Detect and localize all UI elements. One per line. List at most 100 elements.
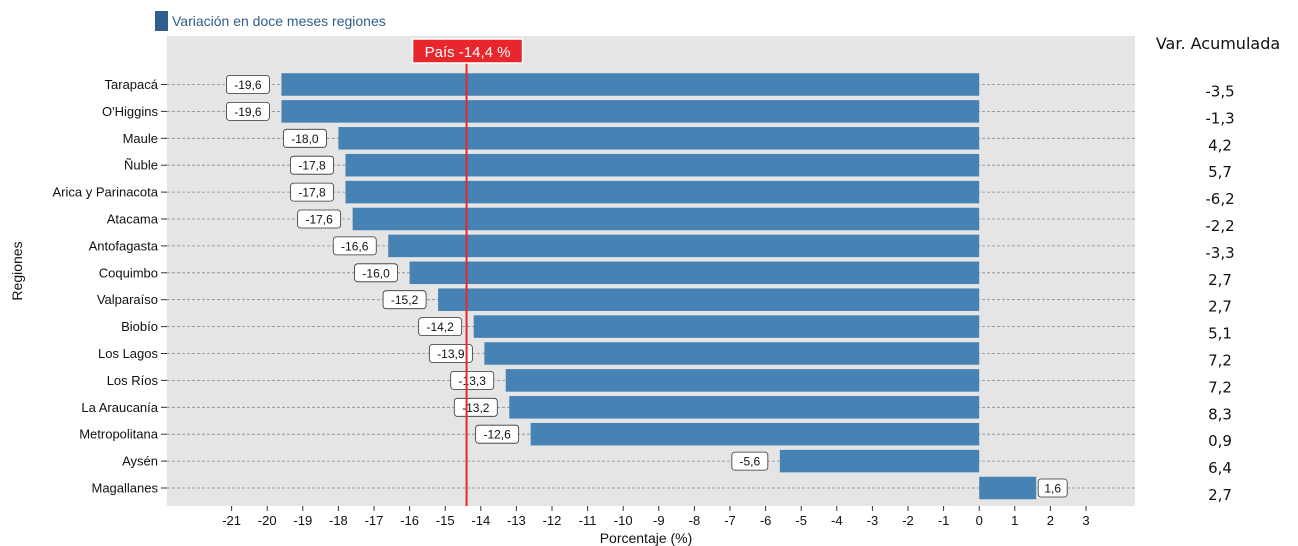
x-tick-label: -11	[579, 513, 597, 528]
value-label: -17,8	[298, 159, 326, 173]
value-label-box	[332, 236, 377, 256]
x-tick-label: -14	[471, 513, 490, 528]
secondary-column-values: -3,5 -1,3 4,2 5,7 -6,2 -2,2 -3,3 2,7 2,7 5,1 7,2 7,…	[1205, 83, 1234, 505]
secondary-value: -1,3	[1205, 109, 1234, 127]
value-label: -19,6	[234, 78, 262, 92]
x-axis-title: Porcentaje (%)	[600, 530, 693, 546]
secondary-value: -3,3	[1205, 244, 1234, 262]
value-label-box	[290, 155, 334, 175]
bar	[352, 207, 980, 231]
bar	[979, 476, 1037, 500]
reference-label-box	[411, 38, 524, 64]
value-label-box	[475, 424, 520, 444]
category-label: Valparaíso	[97, 292, 158, 307]
x-tick-label: 2	[1047, 513, 1054, 528]
value-label: -13,9	[437, 347, 465, 361]
value-label: -17,6	[305, 213, 333, 227]
value-label-box	[226, 75, 270, 94]
x-tick-label: -19	[293, 513, 312, 528]
value-label-box	[450, 370, 495, 390]
secondary-value: 7,2	[1208, 352, 1232, 370]
x-tick-label: -16	[400, 513, 419, 528]
bar	[281, 100, 980, 123]
value-label-box	[428, 344, 473, 363]
category-label: Aysén	[122, 454, 158, 469]
bar	[338, 127, 980, 150]
category-label: Antofagasta	[89, 238, 159, 253]
value-label: -16,0	[362, 266, 390, 280]
x-tick-label: -17	[365, 513, 384, 528]
value-label: -15,2	[391, 293, 419, 307]
category-label: Magallanes	[92, 481, 159, 496]
x-tick-label: -5	[795, 513, 807, 528]
value-label: -5,6	[739, 455, 760, 469]
x-tick-label: -18	[329, 513, 348, 528]
value-label-box	[731, 451, 769, 471]
value-label-box	[282, 128, 327, 148]
reference-label: País -14,4 %	[425, 44, 511, 61]
category-label: Metropolitana	[79, 427, 159, 442]
y-axis-title: Regiones	[9, 241, 25, 300]
category-label: Tarapacá	[105, 77, 159, 92]
secondary-value: 0,9	[1208, 432, 1232, 450]
bar	[530, 422, 980, 446]
x-tick-label: -15	[436, 513, 455, 528]
bar	[779, 449, 980, 473]
y-axis: Tarapacá O'Higgins Maule Ñuble Arica y Parin…	[53, 77, 167, 496]
value-label: -16,6	[341, 239, 369, 253]
value-label-box	[382, 290, 427, 310]
bar	[409, 261, 980, 285]
x-tick-label: -3	[867, 513, 879, 528]
x-tick-label: 0	[976, 513, 983, 528]
secondary-value: 5,7	[1208, 163, 1232, 181]
category-label: Biobío	[121, 319, 158, 334]
category-label: O'Higgins	[102, 104, 158, 119]
value-label: -13,2	[462, 401, 490, 415]
x-tick-label: -10	[614, 513, 633, 528]
value-label-box	[290, 182, 334, 202]
value-label: -12,6	[483, 428, 511, 442]
bars	[281, 73, 1037, 500]
secondary-value: 2,7	[1208, 486, 1232, 504]
x-tick-label: -21	[222, 513, 241, 528]
x-tick-label: 1	[1011, 513, 1018, 528]
secondary-value: 2,7	[1208, 271, 1232, 289]
x-tick-label: -8	[689, 513, 701, 528]
value-label: -19,6	[234, 105, 262, 119]
x-tick-label: -20	[258, 513, 277, 528]
secondary-value: -2,2	[1205, 217, 1234, 235]
category-label: Ñuble	[124, 158, 158, 173]
x-tick-label: -4	[831, 513, 843, 528]
value-label-box	[354, 263, 399, 283]
secondary-value: 2,7	[1208, 298, 1232, 316]
secondary-value: -6,2	[1205, 190, 1234, 208]
value-label: -17,8	[298, 186, 326, 200]
legend-swatch	[155, 11, 168, 31]
value-labels: -19,6 -19,6 -18,0 -17,8 -17,8 -17,6 -16,6 -16,0…	[226, 75, 1068, 498]
reference-line-group: País -14,4 %	[411, 38, 524, 506]
category-label: Atacama	[107, 212, 159, 227]
x-axis: -21 -20 -19 -18 -17 -16 -15 -14 -13 -12 -11 -10 -9 -8…	[222, 506, 1090, 528]
value-label: -18,0	[291, 132, 319, 146]
bar	[345, 153, 980, 177]
bar	[388, 234, 980, 258]
bar	[345, 180, 980, 204]
x-tick-label: -13	[507, 513, 526, 528]
value-label: 1,6	[1044, 482, 1061, 496]
secondary-value: 5,1	[1208, 325, 1232, 343]
bar	[509, 396, 980, 419]
value-label-box	[453, 397, 498, 417]
x-tick-label: -7	[724, 513, 736, 528]
secondary-value: 7,2	[1208, 378, 1232, 396]
secondary-value: 4,2	[1208, 136, 1232, 154]
bar	[484, 342, 980, 365]
secondary-value: 6,4	[1208, 459, 1232, 477]
secondary-column-title: Var. Acumulada	[1156, 34, 1280, 53]
value-label: -14,2	[427, 320, 455, 334]
category-label: La Araucanía	[81, 400, 158, 415]
category-label: Los Lagos	[98, 346, 158, 361]
bar	[281, 73, 980, 96]
x-tick-label: -9	[653, 513, 665, 528]
value-label: -13,3	[459, 374, 487, 388]
x-tick-label: 3	[1082, 513, 1089, 528]
